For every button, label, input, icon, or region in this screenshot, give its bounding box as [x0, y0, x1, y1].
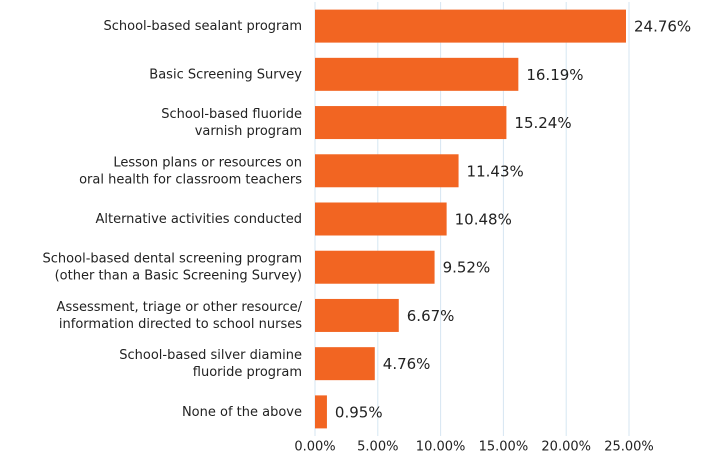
- x-tick-label: 0.00%: [294, 440, 335, 455]
- category-label: School-based dental screening program (ot…: [43, 251, 302, 283]
- value-label: 15.24%: [514, 114, 571, 132]
- value-label: 0.95%: [335, 403, 383, 421]
- value-label: 24.76%: [634, 18, 691, 36]
- x-tick-label: 10.00%: [416, 440, 466, 455]
- x-tick-label: 25.00%: [604, 440, 654, 455]
- x-tick-label: 20.00%: [541, 440, 591, 455]
- x-tick-label: 15.00%: [479, 440, 529, 455]
- bar: [315, 395, 327, 429]
- category-label: Lesson plans or resources on oral health …: [79, 155, 302, 187]
- category-label: School-based fluoride varnish program: [161, 107, 302, 139]
- category-label: School-based silver diamine fluoride prog…: [119, 348, 302, 380]
- value-label: 9.52%: [443, 259, 491, 277]
- category-label: Assessment, triage or other resource/inf…: [57, 299, 303, 331]
- category-label: Alternative activities conducted: [95, 212, 302, 227]
- value-label: 6.67%: [407, 307, 455, 325]
- value-label: 11.43%: [467, 162, 524, 180]
- x-tick-label: 5.00%: [357, 440, 398, 455]
- bar: [315, 57, 519, 91]
- bar: [315, 106, 507, 140]
- category-label: Basic Screening Survey: [149, 67, 302, 82]
- bar: [315, 250, 435, 284]
- value-label: 4.76%: [383, 355, 431, 373]
- bar: [315, 347, 375, 381]
- bar: [315, 154, 459, 188]
- category-label: None of the above: [182, 404, 302, 419]
- bar: [315, 202, 447, 236]
- value-label: 10.48%: [455, 211, 512, 229]
- bar: [315, 9, 626, 43]
- category-label: School-based sealant program: [104, 19, 303, 34]
- value-label: 16.19%: [526, 66, 583, 84]
- bar: [315, 298, 399, 332]
